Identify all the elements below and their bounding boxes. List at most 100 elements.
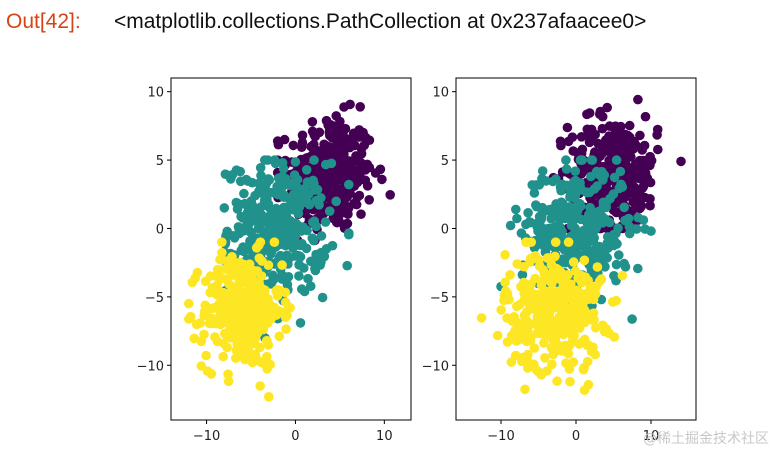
x-tick-label: 0 <box>572 429 580 444</box>
data-point <box>594 206 604 217</box>
data-point <box>593 138 603 149</box>
data-point <box>500 250 510 260</box>
data-point <box>256 289 267 299</box>
data-point <box>553 296 563 306</box>
data-point <box>304 199 315 210</box>
data-point <box>226 285 237 296</box>
data-point <box>264 392 274 402</box>
data-point <box>222 274 232 285</box>
data-point <box>623 175 633 185</box>
data-point <box>294 251 305 261</box>
data-point <box>567 132 578 142</box>
data-point <box>290 226 300 236</box>
data-point <box>631 224 642 234</box>
data-point <box>601 202 611 213</box>
data-point <box>517 329 528 340</box>
data-point <box>222 342 232 353</box>
data-point <box>525 255 536 265</box>
data-point <box>303 273 313 284</box>
data-point <box>635 130 645 141</box>
data-point <box>529 343 540 353</box>
data-point <box>562 344 573 355</box>
data-point <box>249 267 260 278</box>
scatter-plot-left: −10 0 10 −10 −5 0 5 10 <box>137 77 412 444</box>
data-point <box>192 267 203 278</box>
data-point <box>640 111 651 122</box>
data-point <box>627 206 637 216</box>
data-point <box>569 203 580 213</box>
data-point <box>528 290 538 300</box>
data-point <box>523 208 533 218</box>
data-point <box>633 263 643 274</box>
data-point <box>288 140 299 151</box>
data-point <box>324 206 335 216</box>
data-point <box>589 315 599 325</box>
data-point <box>552 376 562 386</box>
data-point <box>253 277 264 287</box>
data-point <box>360 175 371 186</box>
data-point <box>308 256 319 266</box>
data-point <box>586 155 597 165</box>
data-point <box>539 338 549 348</box>
data-point <box>269 227 279 237</box>
data-point <box>328 213 339 224</box>
data-point <box>561 155 571 165</box>
series-cluster-2 <box>476 237 628 396</box>
data-point <box>362 162 373 173</box>
data-point <box>299 263 309 273</box>
data-point <box>317 292 328 303</box>
data-point <box>212 280 222 291</box>
data-point <box>510 350 521 361</box>
data-point <box>219 203 230 213</box>
data-point <box>640 224 650 234</box>
data-point <box>627 314 637 324</box>
data-point <box>243 299 253 309</box>
data-point <box>200 276 211 287</box>
data-point <box>519 261 529 272</box>
data-point <box>633 212 643 223</box>
data-point <box>273 305 284 316</box>
data-point <box>337 141 348 151</box>
data-point <box>564 321 574 332</box>
data-point <box>615 166 626 177</box>
data-point <box>505 220 516 231</box>
data-point <box>604 328 615 339</box>
data-point <box>351 151 361 161</box>
points <box>476 94 686 396</box>
data-point <box>270 158 281 169</box>
data-point <box>590 349 600 360</box>
data-point <box>250 349 261 360</box>
x-tick-label: 0 <box>291 429 299 444</box>
data-point <box>653 144 663 155</box>
data-point <box>306 141 316 152</box>
axes-frame <box>170 77 412 421</box>
data-point <box>279 134 290 145</box>
data-point <box>538 276 548 287</box>
scatter-plot-right: −10 0 10 −10 −5 0 5 10 <box>422 77 697 444</box>
data-point <box>233 273 243 283</box>
data-point <box>562 122 573 133</box>
data-point <box>527 180 537 190</box>
data-point <box>505 270 515 280</box>
data-point <box>288 243 298 253</box>
data-point <box>592 262 603 272</box>
data-point <box>258 323 268 334</box>
data-point <box>309 155 319 165</box>
data-point <box>588 342 598 353</box>
data-point <box>624 120 635 131</box>
data-point <box>256 170 266 181</box>
data-point <box>243 176 253 186</box>
data-point <box>272 219 282 229</box>
watermark: @稀土掘金技术社区 <box>643 431 769 447</box>
data-point <box>310 166 321 177</box>
y-tick-label: −5 <box>430 291 449 306</box>
data-point <box>344 229 354 240</box>
data-point <box>308 217 318 228</box>
data-point <box>263 199 274 209</box>
data-point <box>576 132 587 142</box>
data-point <box>343 204 353 214</box>
data-point <box>547 359 557 370</box>
data-point <box>323 183 333 193</box>
data-point <box>512 213 522 224</box>
data-point <box>269 237 280 247</box>
